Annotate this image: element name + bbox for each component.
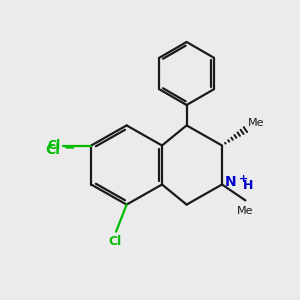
Text: Cl: Cl [47,139,60,152]
Text: +: + [238,174,248,184]
Text: −: − [64,141,75,154]
Text: Me: Me [248,118,264,128]
Text: Cl: Cl [45,143,60,157]
Text: Cl: Cl [109,235,122,248]
Text: H: H [242,179,253,192]
Text: Me: Me [237,206,254,216]
Text: N: N [224,175,236,188]
